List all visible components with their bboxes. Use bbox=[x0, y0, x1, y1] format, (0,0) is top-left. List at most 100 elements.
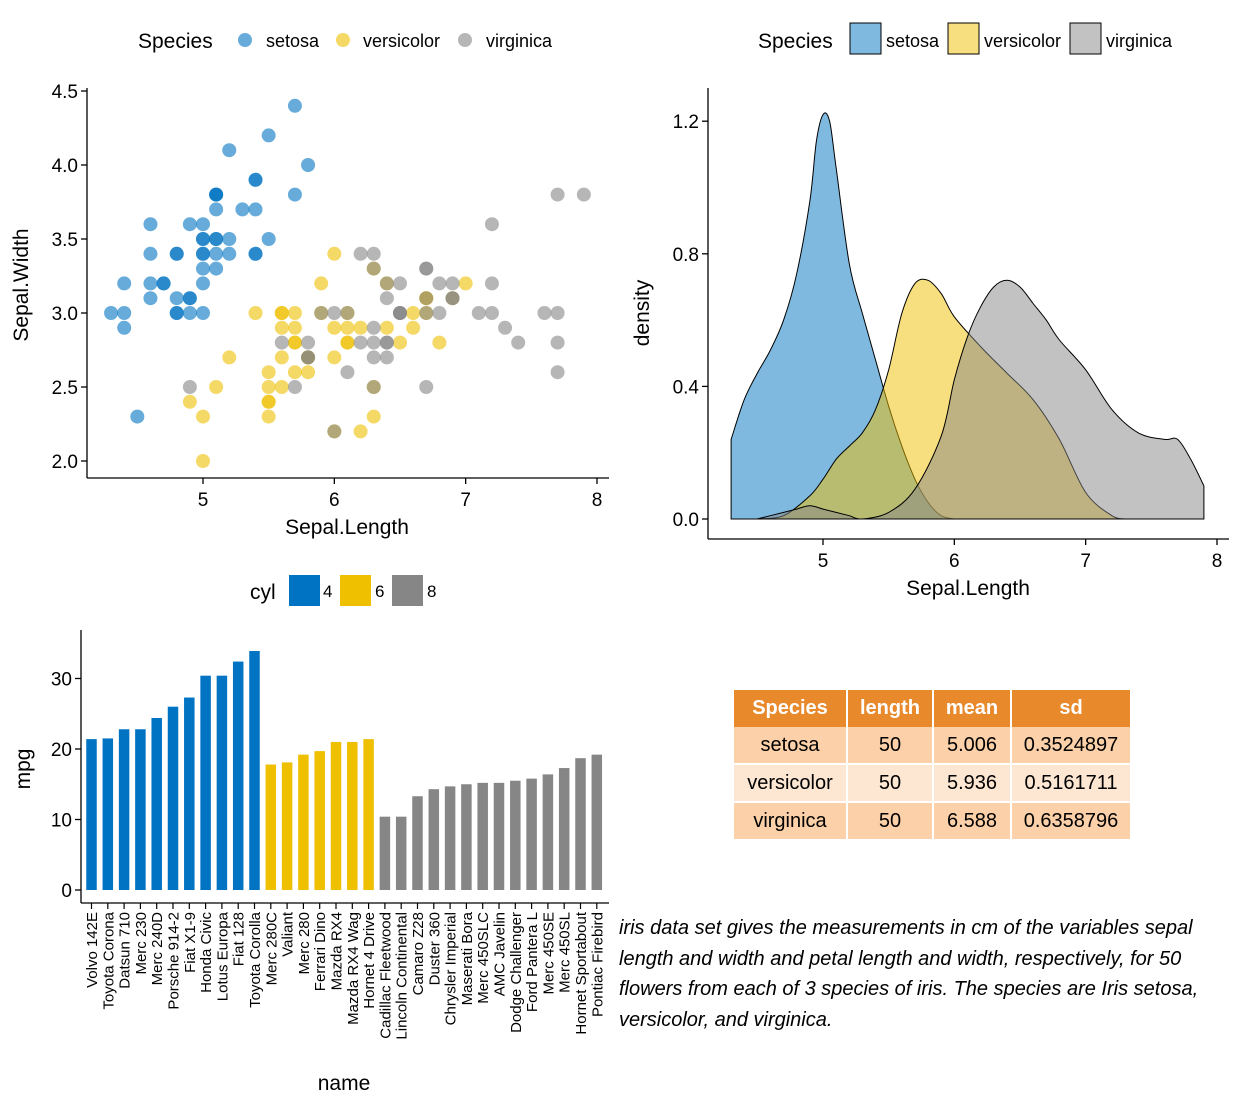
bar-y-ticks: 0 10 20 30 bbox=[51, 670, 81, 902]
caption-text: iris data set gives the measurements in … bbox=[619, 917, 1199, 1031]
bar-legend-label-8: 8 bbox=[427, 582, 436, 601]
scatter-point-versicolor bbox=[432, 335, 447, 350]
bar bbox=[412, 796, 423, 890]
bar bbox=[542, 774, 554, 890]
table-cell: versicolor bbox=[734, 764, 848, 803]
scatter-point-versicolor bbox=[274, 350, 289, 365]
scatter-point-versicolor bbox=[274, 320, 289, 335]
scatter-point-virginica bbox=[327, 306, 342, 320]
scatter-point-versicolor bbox=[261, 394, 276, 409]
bar bbox=[249, 651, 260, 890]
bar-x-tick-label: Chrysler Imperial bbox=[443, 912, 460, 1025]
scatter-panel: Species setosa versicolor virginica 2.02… bbox=[10, 30, 609, 539]
bar-x-tick-label: Lotus Europa bbox=[214, 911, 231, 1001]
bar-x-tick-label: Merc 450SE bbox=[540, 912, 557, 995]
scatter-point-virginica bbox=[340, 365, 355, 380]
bar-legend-key-6 bbox=[340, 575, 371, 606]
bar-x-tick-label: Valiant bbox=[280, 911, 297, 957]
density-legend-title: Species bbox=[758, 30, 833, 53]
table-header-species: Species bbox=[734, 690, 848, 727]
density-legend-key-versicolor bbox=[947, 22, 980, 55]
bar-x-tick-label: Mazda RX4 bbox=[329, 912, 346, 990]
bar bbox=[493, 782, 505, 890]
scatter-point-virginica bbox=[432, 306, 447, 320]
bar-x-tick-label: Camaro Z28 bbox=[410, 912, 427, 995]
scatter-points bbox=[104, 98, 591, 468]
scatter-point-setosa bbox=[248, 172, 263, 187]
bar-x-tick-label: Hornet Sportabout bbox=[573, 911, 590, 1034]
scatter-point-virginica bbox=[366, 261, 381, 276]
density-y-axis-title: density bbox=[631, 279, 654, 346]
bar-x-tick-label: Ferrari Dino bbox=[312, 912, 329, 991]
bar bbox=[395, 816, 407, 890]
bar-y-tick-label: 0 bbox=[61, 881, 72, 902]
scatter-y-tick-label: 4.0 bbox=[52, 156, 78, 177]
scatter-y-tick-label: 2.5 bbox=[52, 378, 78, 399]
scatter-point-virginica bbox=[550, 365, 565, 380]
density-area-virginica bbox=[757, 279, 1205, 520]
scatter-point-setosa bbox=[117, 320, 132, 335]
scatter-point-setosa bbox=[248, 246, 263, 261]
scatter-point-virginica bbox=[484, 276, 499, 291]
scatter-point-virginica bbox=[484, 217, 499, 232]
scatter-point-virginica bbox=[511, 335, 526, 350]
bar-legend-key-8 bbox=[392, 575, 423, 606]
bar bbox=[347, 741, 358, 890]
scatter-point-virginica bbox=[301, 335, 316, 350]
scatter-point-virginica bbox=[366, 380, 381, 394]
bar bbox=[151, 717, 162, 890]
bar-panel: cyl 4 6 8 0 10 20 30 Volvo 142E Toyota Coron… bbox=[12, 575, 609, 1095]
scatter-point-setosa bbox=[169, 246, 184, 261]
scatter-point-versicolor bbox=[406, 320, 421, 335]
scatter-legend-label-virginica: virginica bbox=[486, 31, 553, 51]
bar-x-tick-label: Dodge Challenger bbox=[508, 912, 525, 1033]
scatter-point-versicolor bbox=[327, 350, 342, 365]
scatter-point-versicolor bbox=[248, 306, 263, 320]
scatter-point-virginica bbox=[550, 187, 565, 202]
bar-x-tick-label: Merc 280C bbox=[263, 912, 280, 986]
scatter-point-versicolor bbox=[353, 320, 368, 335]
scatter-point-setosa bbox=[196, 276, 210, 291]
scatter-point-virginica bbox=[314, 306, 329, 320]
scatter-point-versicolor bbox=[340, 335, 355, 350]
scatter-x-tick-label: 7 bbox=[460, 490, 471, 511]
table-cell: 50 bbox=[847, 802, 934, 841]
density-legend-label-versicolor: versicolor bbox=[984, 31, 1061, 51]
scatter-x-tick-label: 5 bbox=[198, 490, 209, 511]
scatter-point-virginica bbox=[327, 424, 342, 439]
density-legend-label-virginica: virginica bbox=[1106, 31, 1173, 51]
scatter-point-versicolor bbox=[287, 365, 302, 380]
bar bbox=[526, 778, 537, 890]
scatter-point-versicolor bbox=[182, 394, 197, 409]
scatter-x-axis-title: Sepal.Length bbox=[285, 516, 409, 539]
bar-x-tick-label: Ford Pantera L bbox=[524, 912, 541, 1012]
scatter-y-tick-label: 2.0 bbox=[52, 452, 78, 473]
scatter-point-setosa bbox=[209, 261, 224, 276]
density-x-tick-label: 5 bbox=[818, 551, 829, 572]
bar bbox=[298, 754, 309, 890]
scatter-point-versicolor bbox=[340, 320, 355, 335]
bar bbox=[314, 751, 325, 890]
scatter-point-virginica bbox=[340, 306, 355, 320]
legend-key-versicolor bbox=[336, 33, 350, 47]
bar-x-tick-label: Lincoln Continental bbox=[394, 912, 411, 1040]
bar-x-tick-label: Porsche 914-2 bbox=[166, 912, 183, 1010]
scatter-point-virginica bbox=[379, 291, 394, 306]
bar-legend-label-6: 6 bbox=[375, 582, 384, 601]
bar bbox=[86, 739, 97, 890]
scatter-point-virginica bbox=[550, 335, 565, 350]
bar bbox=[428, 789, 440, 890]
scatter-point-virginica bbox=[484, 306, 499, 320]
scatter-point-setosa bbox=[209, 187, 224, 202]
scatter-point-versicolor bbox=[458, 276, 473, 291]
scatter-point-setosa bbox=[209, 202, 224, 217]
density-legend-key-virginica bbox=[1069, 22, 1102, 55]
bar-x-tick-label: Merc 280 bbox=[296, 912, 313, 975]
scatter-point-setosa bbox=[222, 246, 237, 261]
table-row: versicolor 50 5.936 0.5161711 bbox=[734, 764, 1132, 803]
bar bbox=[102, 738, 114, 890]
bar-x-tick-label: Toyota Corolla bbox=[247, 911, 264, 1008]
scatter-point-virginica bbox=[550, 306, 565, 320]
scatter-point-virginica bbox=[419, 380, 434, 394]
bar-y-tick-label: 10 bbox=[51, 811, 72, 832]
